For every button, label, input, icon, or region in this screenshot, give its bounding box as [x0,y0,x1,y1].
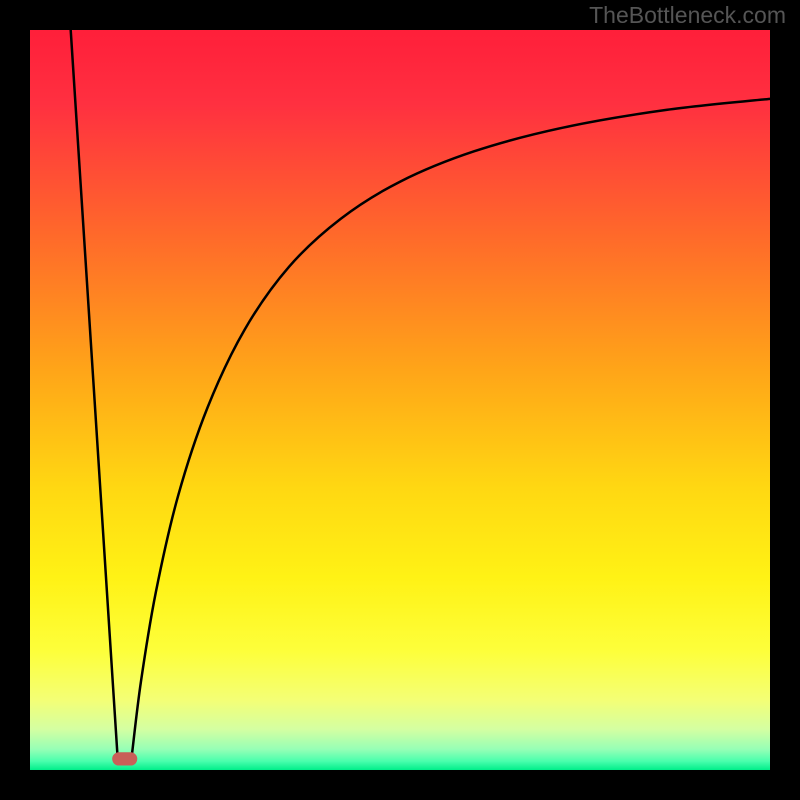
plot-background [30,30,770,770]
watermark-text: TheBottleneck.com [589,2,786,29]
chart-container: TheBottleneck.com [0,0,800,800]
vertex-marker [112,752,137,765]
bottleneck-chart [0,0,800,800]
